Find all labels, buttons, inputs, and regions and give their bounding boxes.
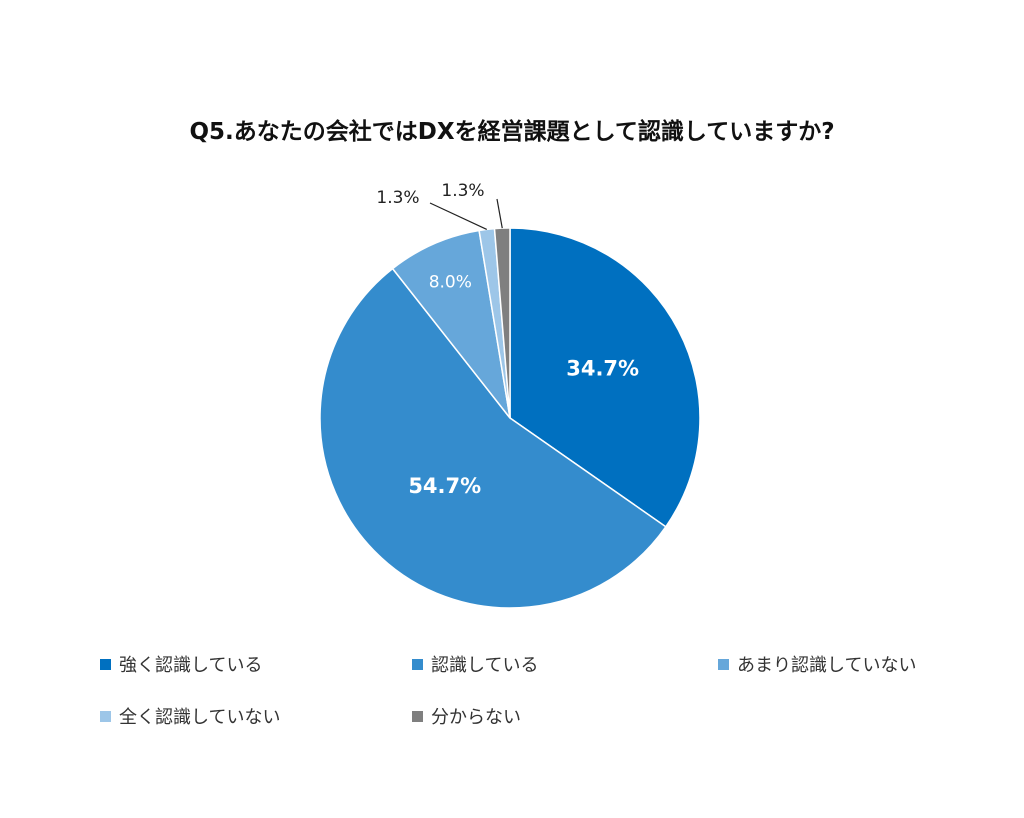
legend-label-aware: 認識している xyxy=(431,655,539,676)
data-label-aware: 54.7% xyxy=(408,474,481,498)
legend-item-aware: 認識している xyxy=(412,651,538,677)
data-label-not-very-aware: 8.0% xyxy=(429,272,472,292)
data-label-not-aware-at-all: 1.3% xyxy=(376,188,419,208)
pie-slice-aware xyxy=(319,267,667,609)
pie-slice-not-very-aware xyxy=(391,229,511,419)
leader-line-not-aware-at-all xyxy=(429,202,488,230)
legend-item-dont-know: 分からない xyxy=(412,703,521,729)
chart-title: Q5.あなたの会社ではDXを経営課題として認識していますか? xyxy=(189,119,835,145)
pie-slice-strongly-aware xyxy=(509,227,701,528)
legend-swatch-not-very-aware xyxy=(718,658,729,670)
legend-item-strongly-aware: 強く認識している xyxy=(100,651,262,677)
legend-item-not-very-aware: あまり認識していない xyxy=(718,651,916,677)
leader-line-dont-know xyxy=(496,198,503,229)
legend-label-not-aware-at-all: 全く認識していない xyxy=(119,707,281,728)
legend-item-not-aware-at-all: 全く認識していない xyxy=(100,703,280,729)
legend-label-not-very-aware: あまり認識していない xyxy=(737,655,917,676)
legend-label-strongly-aware: 強く認識している xyxy=(119,655,263,676)
legend-swatch-aware xyxy=(412,658,423,670)
legend-swatch-strongly-aware xyxy=(100,658,111,670)
data-label-strongly-aware: 34.7% xyxy=(566,357,639,381)
legend-swatch-dont-know xyxy=(412,710,423,722)
legend-swatch-not-aware-at-all xyxy=(100,710,111,722)
data-label-dont-know: 1.3% xyxy=(441,181,484,201)
legend-label-dont-know: 分からない xyxy=(431,707,521,728)
